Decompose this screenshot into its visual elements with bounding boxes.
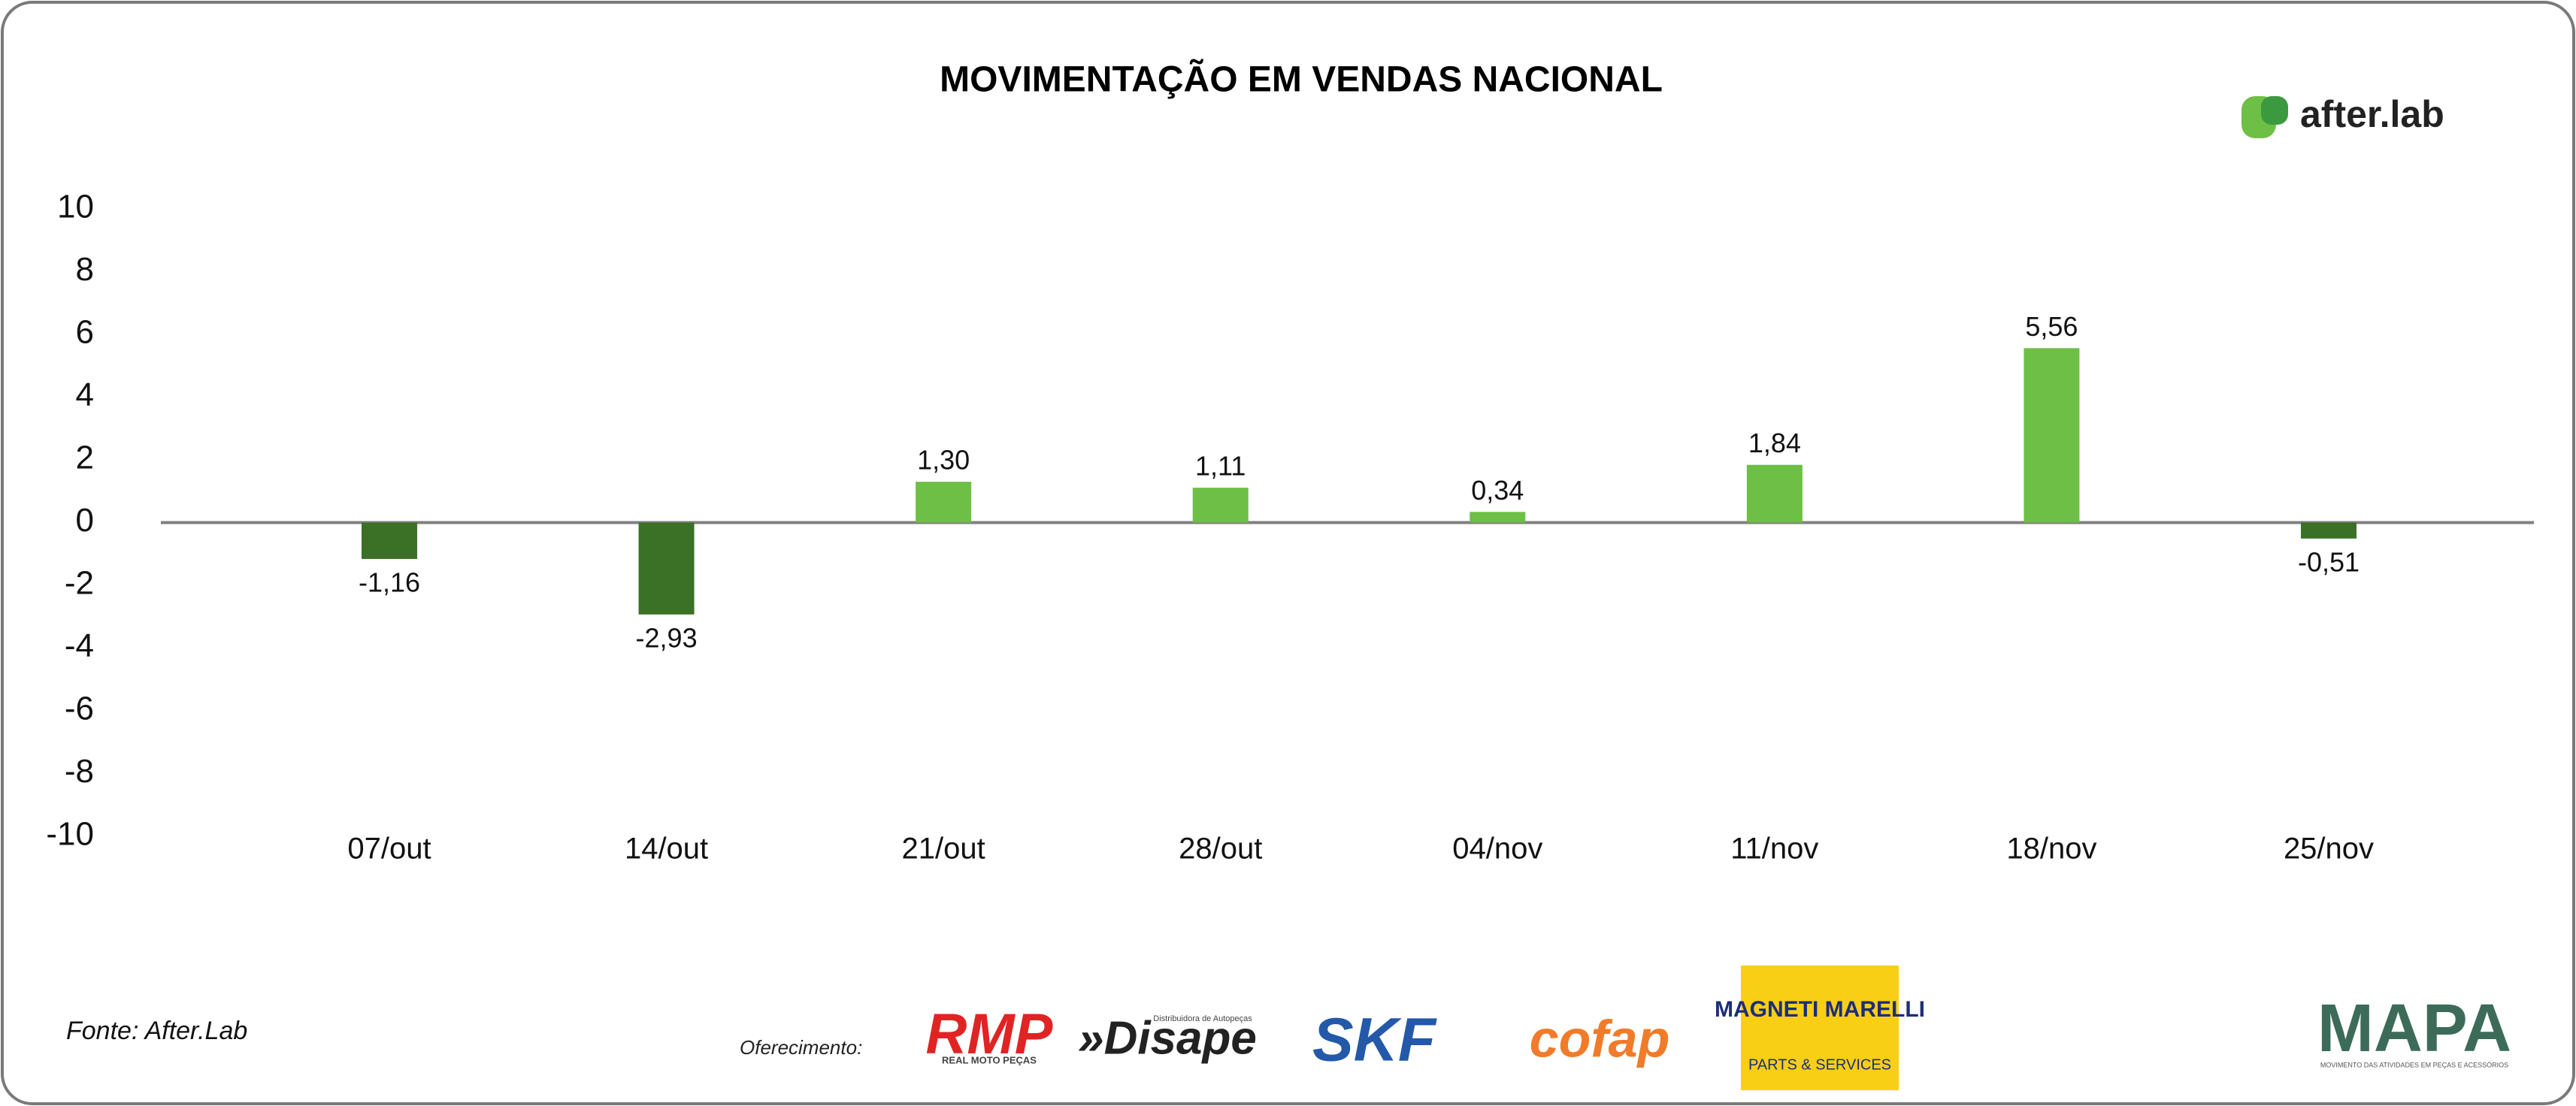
brand-icon [2261,96,2288,125]
source: Fonte: After.Lab [66,1017,247,1045]
value-label: -0,51 [2298,546,2360,577]
brand-name: after.lab [2300,93,2444,135]
y-tick-label: 8 [76,251,94,288]
sponsor-logo: MAGNETI MARELLI [1715,997,1925,1022]
y-tick-label: 10 [57,189,94,225]
bar [362,522,417,559]
x-tick-label: 07/out [347,833,431,866]
sponsor-logo: PARTS & SERVICES [1748,1056,1891,1073]
brand-logo: after.lab [2242,93,2444,138]
value-label: -2,93 [636,622,698,653]
chart-title: MOVIMENTAÇÃO EM VENDAS NACIONAL [940,59,1663,100]
sponsor-logo: SKF [1312,1006,1437,1074]
y-tick-label: 0 [76,502,94,539]
y-tick-label: -2 [65,565,94,602]
bar [1746,464,1803,523]
y-tick-label: -6 [65,690,94,727]
y-tick-label: 4 [76,376,94,413]
sponsor-logo: »Disape [1078,1012,1257,1064]
x-tick-label: 14/out [625,833,708,866]
x-tick-label: 25/nov [2284,833,2374,866]
value-label: 1,84 [1748,428,1801,458]
sponsor-logo: RMP [926,1002,1053,1066]
value-label: 1,30 [917,445,970,476]
sponsor-label: Oferecimento: [740,1036,862,1059]
y-tick-label: -8 [65,753,94,790]
bar [1470,512,1526,523]
y-tick-label: 2 [76,440,94,476]
bar [916,482,972,523]
y-tick-label: -10 [46,816,94,853]
sponsor-logo: MAPA [2317,991,2511,1066]
sponsor-logo: Distribuidora de Autopeças [1153,1014,1252,1023]
bar [1192,488,1249,523]
sponsor-box [1741,965,1899,1090]
value-label: 1,11 [1195,451,1246,482]
bar [2024,348,2080,523]
x-tick-label: 28/out [1179,833,1262,866]
sponsor-logo: MOVIMENTO DAS ATIVIDADES EM PEÇAS E ACES… [2320,1061,2508,1068]
y-tick-label: -4 [65,627,94,664]
x-tick-label: 21/out [902,833,985,866]
value-label: 0,34 [1471,475,1524,506]
value-label: 5,56 [2025,311,2078,342]
sponsor-logo: REAL MOTO PEÇAS [942,1054,1037,1065]
bar [638,522,695,615]
x-tick-label: 18/nov [2006,833,2096,866]
y-tick-label: 6 [76,314,94,351]
x-tick-label: 04/nov [1452,833,1542,866]
bar [2301,522,2357,539]
value-label: -1,16 [359,567,420,597]
sponsor-logos: RMP REAL MOTO PEÇAS Distribuidora de Aut… [926,965,2511,1090]
sponsor-logo: cofap [1530,1009,1670,1068]
x-tick-label: 11/nov [1730,833,1818,866]
